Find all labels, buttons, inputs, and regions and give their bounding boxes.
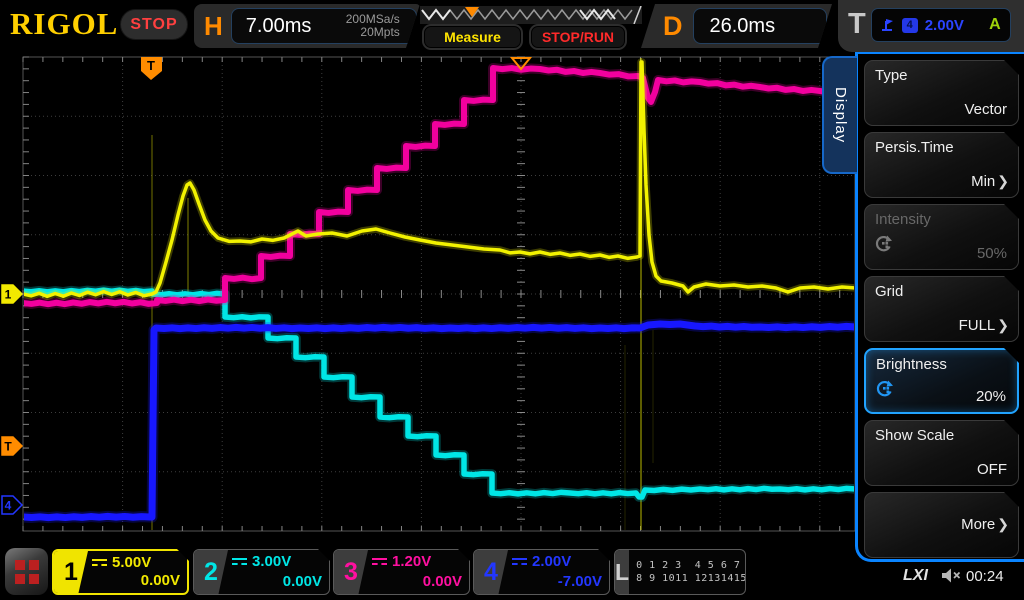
menu-item-label: Show Scale [875,427,955,444]
menu-item-persistence[interactable]: Persis.Time Min ❯ [864,132,1019,198]
menu-item-more[interactable]: More ❯ [864,492,1019,558]
overview-zigzag [421,5,642,25]
dc-coupling-icon [92,559,107,566]
channel-scale: 5.00V [112,554,152,571]
speaker-muted-icon[interactable] [941,567,961,584]
channel-1-number: 1 [54,551,88,593]
sample-rate: 200MSa/s [345,12,400,26]
chevron-right-icon: ❯ [997,317,1009,333]
logic-channels-status[interactable]: L 0 1 2 3 4 5 6 7 8 9 1011 12131415 [614,549,746,595]
waveform-overview-strip[interactable] [420,5,642,25]
trigger-edge-icon [881,19,893,31]
menu-item-type[interactable]: Type Vector [864,60,1019,126]
channel-offset: 0.00V [422,573,462,590]
logic-label: L [615,550,630,594]
ch3-magenta-trace [24,65,854,308]
trigger-sweep-mode: A [989,16,1001,33]
dc-coupling-icon [372,558,387,565]
trigger-level-value: 2.00V [924,16,964,34]
channel-level-marker-4[interactable]: 4 [1,495,24,515]
chevron-right-icon: ❯ [997,173,1009,189]
delay-label: D [663,10,683,41]
menu-item-label: Grid [875,283,904,300]
main-menu-button[interactable] [5,548,48,595]
trigger-source-chip: 4 [901,17,918,33]
menu-item-value: 20% [975,388,1006,405]
svg-text:T: T [4,440,12,454]
ch1-yellow-trace [24,60,854,299]
ch2-cyan-trace [24,287,854,500]
delay-group[interactable]: D 26.0ms [641,4,832,48]
channel-2-status[interactable]: 2 3.00V 0.00V [193,549,330,595]
memory-depth: 20Mpts [360,25,400,39]
menu-item-value: 50% [976,245,1007,262]
channel-scale: 2.00V [532,553,572,570]
center-reference-marker[interactable] [509,57,533,71]
channel-1-status[interactable]: 1 5.00V 0.00V [52,549,189,595]
timebase-value: 7.00ms [245,14,312,37]
menu-item-show-scale[interactable]: Show Scale OFF [864,420,1019,486]
menu-item-value: More ❯ [961,516,1009,533]
channel-3-status[interactable]: 3 1.20V 0.00V [333,549,470,595]
channel-offset: -7.00V [557,573,602,590]
channel-offset: 0.00V [140,572,180,589]
trigger-label: T [848,7,866,40]
acquisition-info: 200MSa/s 20Mpts [346,13,400,39]
channel-scale: 3.00V [252,553,292,570]
menu-item-value: Vector [964,101,1007,118]
menu-grid-icon [14,559,39,584]
menu-item-label: Type [875,67,908,84]
menu-item-value: OFF [977,461,1007,478]
channel-4-status[interactable]: 4 2.00V -7.00V [473,549,610,595]
menu-item-intensity[interactable]: Intensity 50% [864,204,1019,270]
timebase-box[interactable]: 7.00ms 200MSa/s 20Mpts [231,8,417,44]
channel-offset: 0.00V [282,573,322,590]
horizontal-timebase-group[interactable]: H 7.00ms 200MSa/s 20Mpts [194,4,420,48]
clock: 00:24 [966,568,1004,585]
ch4-blue-trace [24,320,854,522]
menu-item-label: Intensity [875,211,931,228]
logic-channel-numbers: 0 1 2 3 4 5 6 7 8 9 1011 12131415 [636,560,746,584]
trigger-group[interactable]: T 4 2.00V A [838,0,1024,52]
bottom-status-bar: 1 5.00V 0.00V 2 3.00V 0.00V 3 1.20V 0.00… [0,545,1024,600]
measure-button[interactable]: Measure [424,26,521,48]
channel-level-marker-1[interactable]: 1 [1,284,24,304]
delay-box[interactable]: 26.0ms [693,8,827,44]
chevron-right-icon: ❯ [997,516,1009,532]
rotary-knob-icon [875,379,894,398]
svg-text:T: T [147,58,155,73]
channel-scale: 1.20V [392,553,432,570]
rotary-knob-icon [874,234,893,253]
svg-text:4: 4 [5,499,12,513]
menu-item-grid[interactable]: Grid FULL ❯ [864,276,1019,342]
trigger-box[interactable]: 4 2.00V A [870,8,1011,42]
stop-run-button[interactable]: STOP/RUN [531,26,625,48]
horizontal-label: H [204,10,223,41]
channel-2-number: 2 [194,550,228,594]
menu-tab-display[interactable]: Display [822,56,857,174]
channel-3-number: 3 [334,550,368,594]
run-state-badge: STOP [120,9,188,40]
menu-item-label: Persis.Time [875,139,954,156]
dc-coupling-icon [232,558,247,565]
ch3-magenta-halo [24,63,854,310]
top-status-bar: RIGOL STOP H 7.00ms 200MSa/s 20Mpts Meas… [0,0,1024,52]
dc-coupling-icon [512,558,527,565]
menu-item-label: Brightness [876,356,947,373]
channel-4-number: 4 [474,550,508,594]
delay-value: 26.0ms [709,14,776,37]
menu-item-brightness[interactable]: Brightness 20% [864,348,1019,414]
rigol-logo: RIGOL [10,6,119,41]
svg-text:1: 1 [5,288,12,302]
menu-item-value: Min ❯ [971,173,1009,190]
trigger-position-marker[interactable]: T [141,57,162,80]
display-menu-panel: Type Vector Persis.Time Min ❯ Intensity 5… [855,52,1024,562]
menu-item-value: FULL ❯ [958,317,1009,334]
ch1-yellow-halo [24,58,854,301]
lxi-indicator: LXI [903,567,928,584]
overview-trigger-marker [465,7,479,17]
channel-level-marker-T[interactable]: T [1,436,24,456]
